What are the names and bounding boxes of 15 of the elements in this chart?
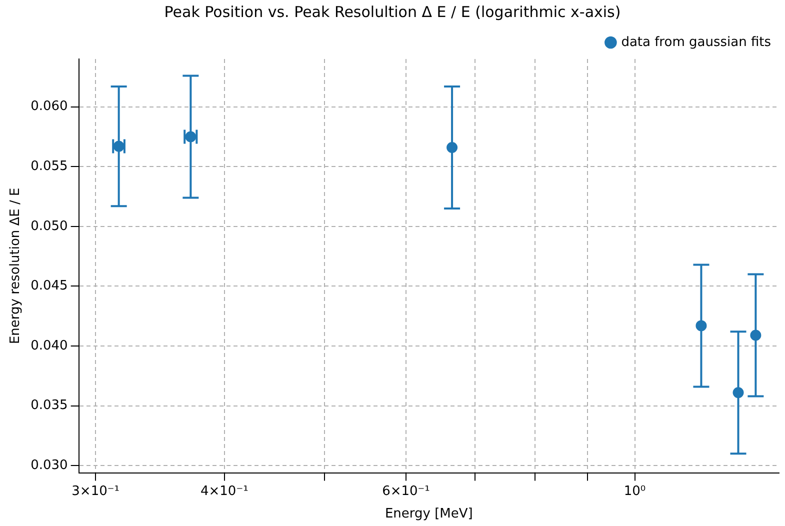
legend-label: data from gaussian fits bbox=[621, 34, 772, 50]
y-tick-label: 0.035 bbox=[30, 398, 68, 414]
y-tick-label: 0.030 bbox=[30, 458, 68, 473]
x-tick-label: 10⁰ bbox=[624, 484, 646, 499]
y-tick-label: 0.045 bbox=[30, 278, 68, 294]
y-tick-label: 0.060 bbox=[30, 99, 68, 114]
y-tick-label: 0.040 bbox=[30, 338, 68, 354]
x-tick-label: 3×10⁻¹ bbox=[72, 484, 120, 499]
x-axis-title: Energy [MeV] bbox=[384, 506, 473, 522]
chart-title: Peak Position vs. Peak Resolultion Δ E / E (logarithmic x-axis) bbox=[164, 2, 621, 21]
y-tick-label: 0.050 bbox=[30, 218, 68, 234]
x-tick-label: 6×10⁻¹ bbox=[382, 484, 430, 499]
x-tick-label: 4×10⁻¹ bbox=[200, 484, 248, 499]
y-axis-title: Energy resolution ΔE / E bbox=[8, 188, 24, 344]
y-tick-label: 0.055 bbox=[30, 159, 68, 174]
